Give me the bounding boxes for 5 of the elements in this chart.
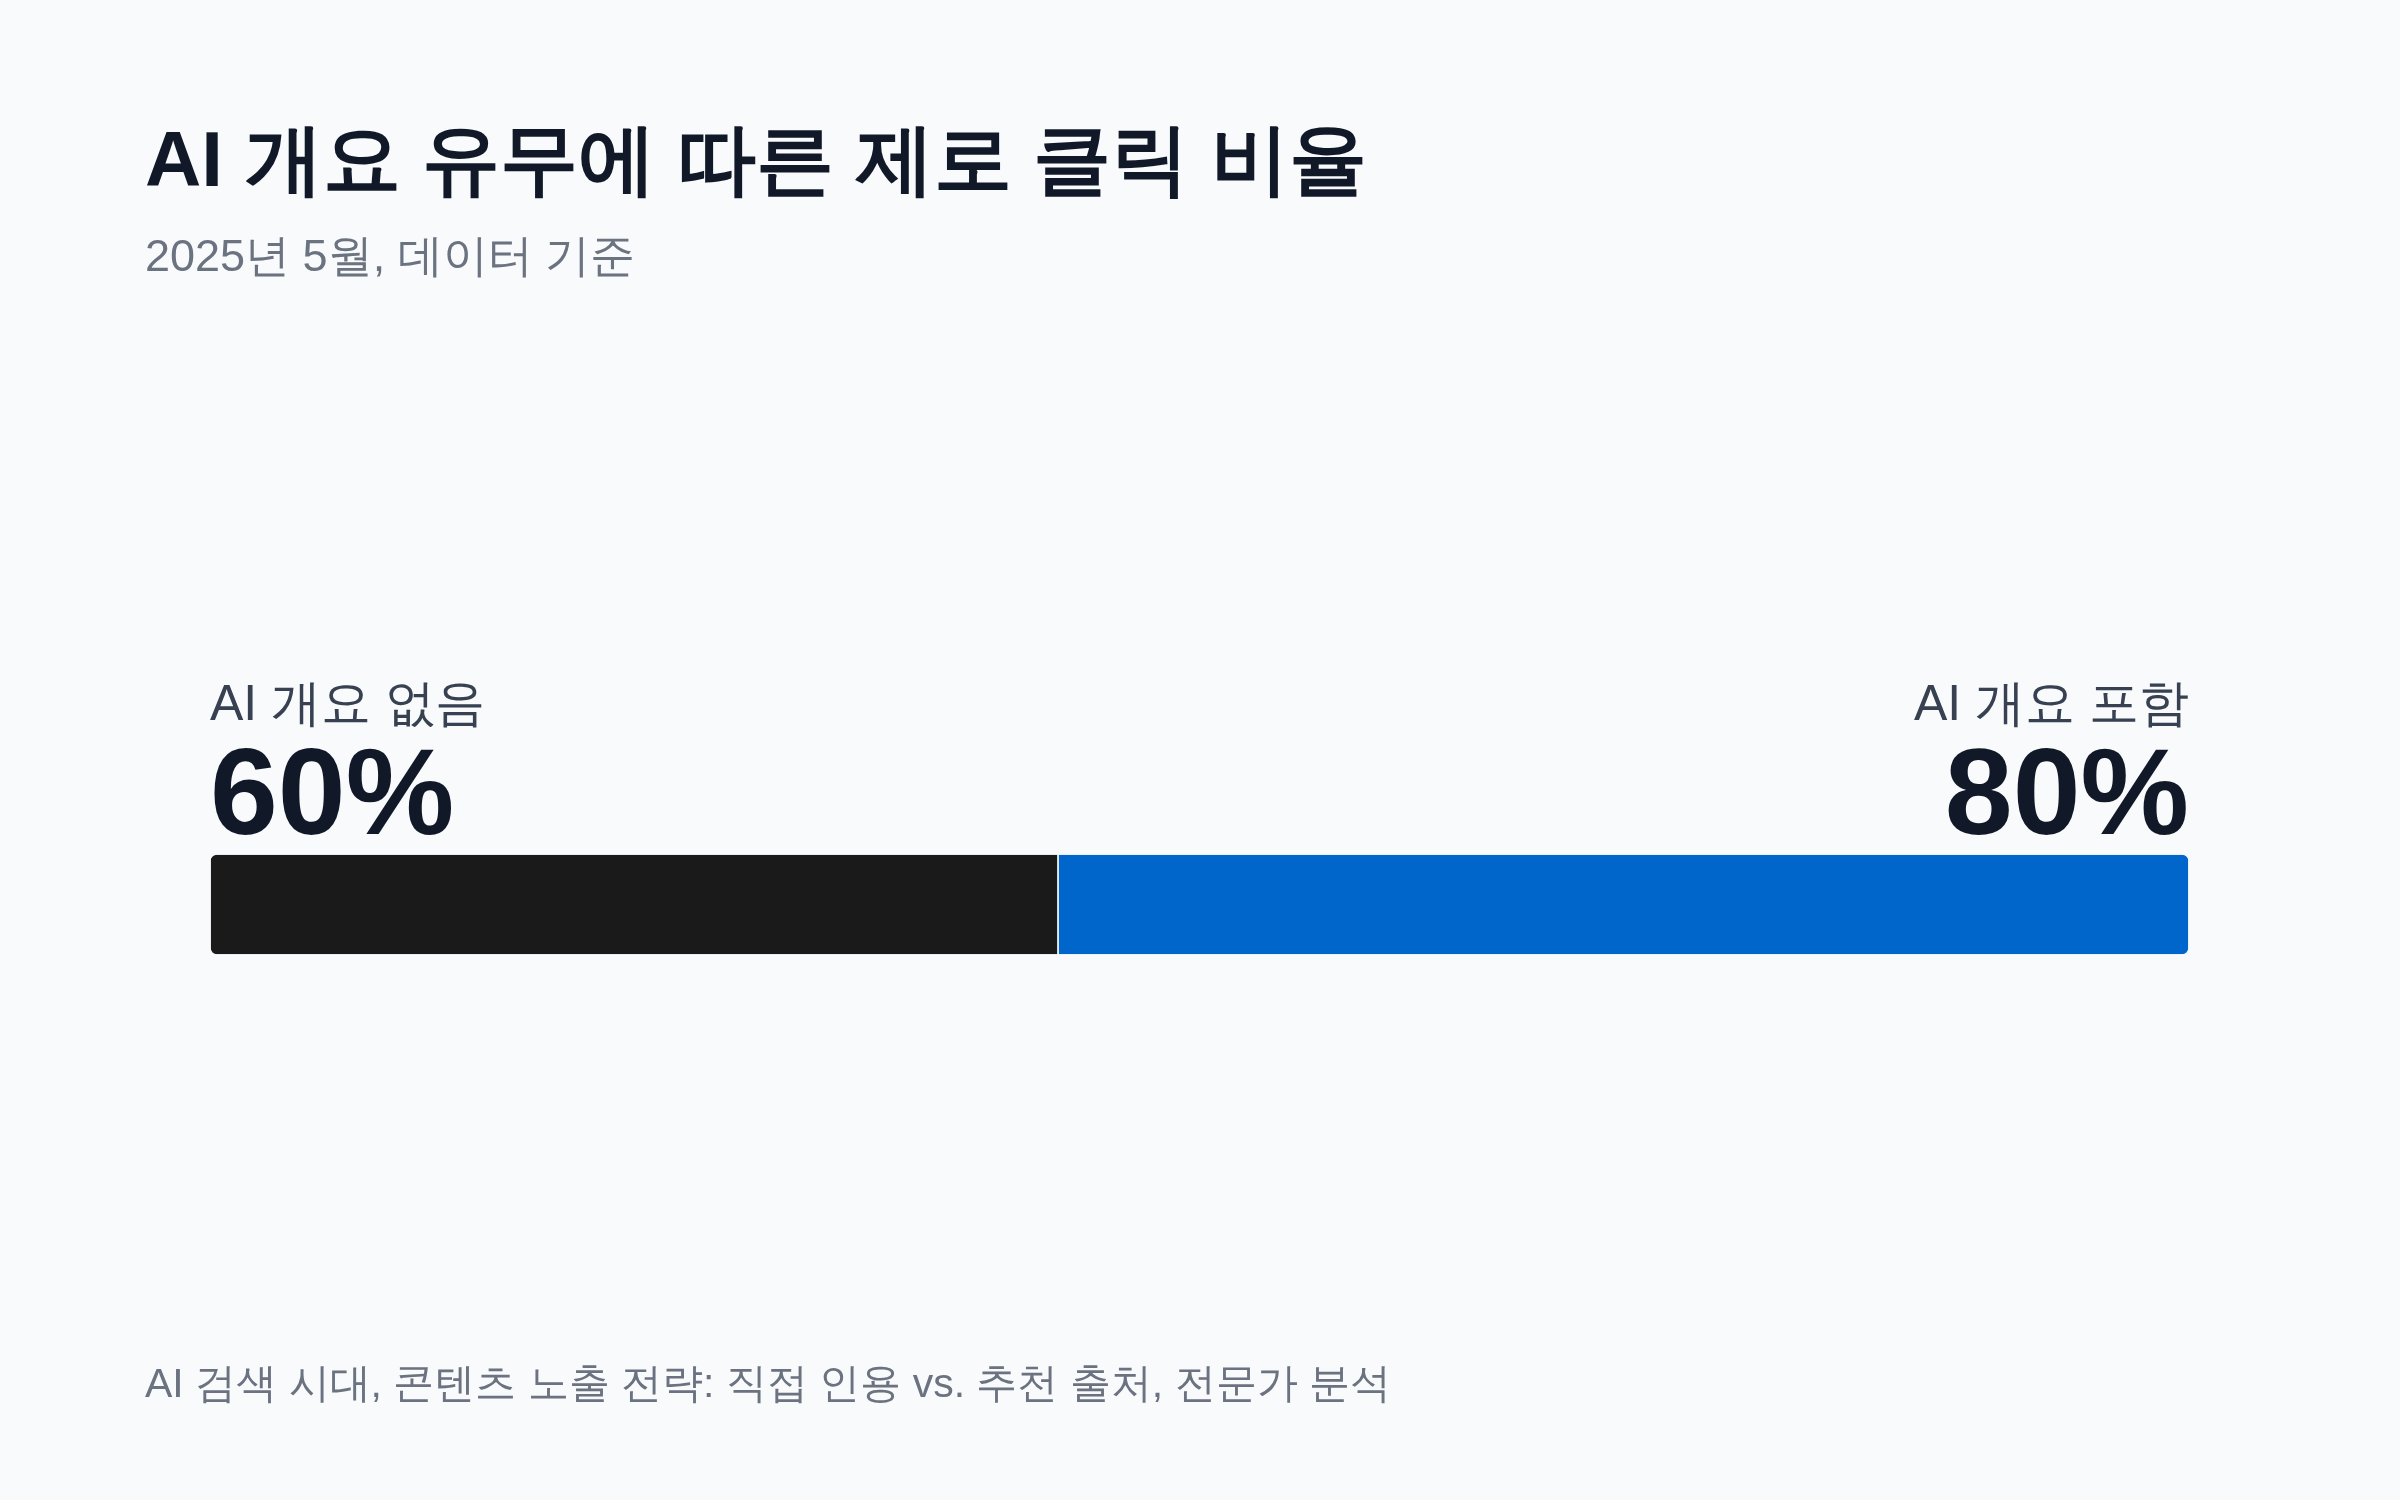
text: AI 개요 없음 xyxy=(210,675,486,731)
text: AI 검색 시대, 콘텐츠 노출 전략: 직접 인용 vs. 추천 출처, 전문가 분석 xyxy=(145,1360,1391,1406)
chart-subtitle: 2025년 5월, 데이터 기준 xyxy=(145,230,636,281)
chart-title: AI 개요 유무에 따른 제로 클릭 비율 xyxy=(145,115,1368,203)
text: AI 개요 포함 xyxy=(1913,675,2189,731)
